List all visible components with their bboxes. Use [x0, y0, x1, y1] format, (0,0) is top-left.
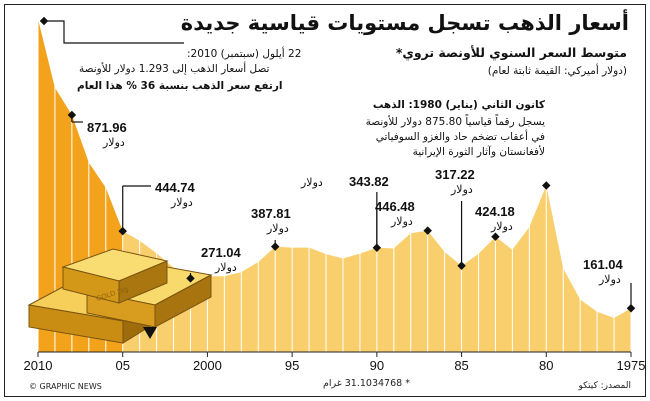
- x-tick-label: 1975: [617, 358, 646, 373]
- unit-label: دولار: [214, 261, 237, 274]
- value-marker: [457, 261, 466, 271]
- annotation-2010-leader: [44, 20, 184, 44]
- value-label: 424.18: [475, 204, 515, 219]
- value-label: 387.81: [251, 206, 291, 221]
- x-tick-label: 05: [115, 358, 129, 373]
- annotation-2010-date: 22 أيلول (سبتمبر) 2010:: [187, 48, 302, 60]
- value-marker: [491, 232, 500, 241]
- chart-title: أسعار الذهب تسجل مستويات قياسية جديدة: [180, 11, 629, 35]
- footer-note-text: 31.1034768 غرام: [323, 378, 403, 389]
- peak-1980-marker: [542, 181, 551, 190]
- annotation-1980-line2: في أعقاب تضخم حاد والغزو السوفياتي: [375, 131, 545, 143]
- chart-marks: 2010 05 2000 95 90 85 80 1975871.96دولار444.74د…: [24, 16, 646, 373]
- annotation-1980-line3: لأفغانستان وآثار الثورة الإيرانية: [412, 146, 545, 158]
- unit-label: دولار: [598, 273, 621, 286]
- x-tick-label: 85: [454, 358, 468, 373]
- x-tick-label: 2000: [193, 358, 222, 373]
- unit-label: دولار: [266, 222, 289, 235]
- value-marker: [67, 110, 77, 120]
- value-label: 161.04: [583, 257, 624, 272]
- infographic-frame: GOLD 1kg 2010 05 2000 95 90 85 80 1975 871.96 دول…: [4, 4, 646, 397]
- footer-credit: © GRAPHIC NEWS: [29, 382, 102, 391]
- unit-label: دولار: [490, 220, 513, 233]
- chart-gridlines: [37, 19, 632, 352]
- annotation-1980-date: كانون الثاني (يناير) 1980: الذهب: [372, 99, 545, 111]
- annotation-2010-rise: ارتفع سعر الذهب بنسبة 36 % هذا العام: [77, 80, 283, 92]
- value-label: 444.74: [155, 180, 196, 195]
- unit-label: دولار: [170, 196, 193, 209]
- value-label: 343.82: [349, 174, 389, 189]
- value-marker: [423, 226, 432, 235]
- gold-price-area-chart: GOLD 1kg 2010 05 2000 95 90 85 80 1975871.96دول…: [24, 16, 646, 373]
- unit-label: دولار: [390, 215, 413, 228]
- value-marker: [270, 242, 280, 251]
- x-tick-label: 95: [285, 358, 299, 373]
- value-marker: [626, 303, 636, 313]
- chart-subtitle-note: (دولار أميركي: القيمة ثابتة لعام): [487, 65, 627, 77]
- annotation-2010-text: تصل أسعار الذهب إلى 1.293 دولار للأونصة: [79, 63, 270, 75]
- unit-label: دولار: [102, 136, 125, 149]
- value-label: 871.96: [87, 120, 127, 135]
- value-label: 446.48: [375, 199, 415, 214]
- annotation-1980-line1: يسجل رقماً قياسياً 875.80 دولار للأونصة: [365, 116, 545, 128]
- value-label: 317.22: [435, 167, 475, 182]
- gold-bars-illustration: GOLD 1kg: [27, 248, 213, 344]
- value-marker: [118, 226, 127, 236]
- peak-2010-marker: [39, 16, 49, 26]
- unit-label: دولار: [450, 183, 473, 196]
- value-marker: [186, 274, 195, 283]
- unit-label: دولار: [300, 176, 323, 189]
- footer-source: المصدر: كيتكو: [578, 381, 631, 391]
- footer-note: * 31.1034768 غرام: [323, 378, 410, 389]
- footer-asterisk: *: [405, 378, 410, 389]
- chart-subtitle: متوسط السعر السنوي للأونصة تروي*: [395, 45, 627, 60]
- value-label: 271.04: [201, 245, 242, 260]
- x-tick-label: 2010: [24, 358, 53, 373]
- x-tick-label: 80: [539, 358, 553, 373]
- x-tick-label: 90: [370, 358, 384, 373]
